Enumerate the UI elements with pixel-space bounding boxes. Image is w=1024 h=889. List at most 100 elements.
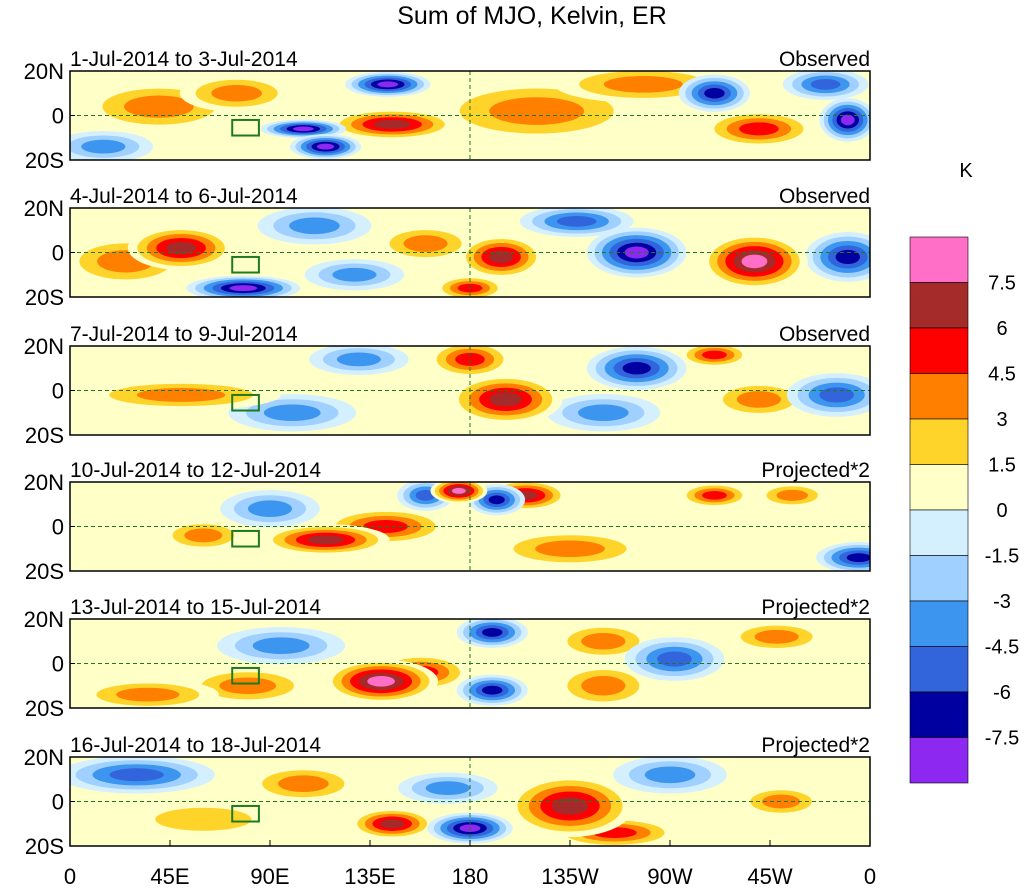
anomaly-contour (603, 76, 683, 93)
y-tick-label: 20S (25, 285, 64, 310)
x-axis: 0 45E 90E 135E 180 135W 90W 45W 0 (64, 840, 876, 889)
anomaly-contour (488, 250, 514, 264)
x-tick-label: 45E (150, 864, 189, 889)
colorbar-swatch (909, 327, 969, 374)
anomaly-contour (380, 819, 405, 829)
y-tick-label: 20S (25, 148, 64, 173)
colorbar-swatch (909, 646, 969, 693)
panel-date-range: 16-Jul-2014 to 18-Jul-2014 (70, 734, 321, 757)
anomaly-contour (810, 78, 841, 90)
y-tick-label: 20S (25, 559, 64, 584)
panel-mode-label: Projected*2 (761, 459, 870, 482)
anomaly-contour (819, 387, 854, 403)
panel-date-range: 4-Jul-2014 to 6-Jul-2014 (70, 185, 298, 208)
anomaly-contour (581, 632, 626, 650)
anomaly-contour (403, 235, 448, 252)
anomaly-contour (425, 781, 470, 796)
panel-date-range: 13-Jul-2014 to 15-Jul-2014 (70, 596, 321, 619)
colorbar-label: 3 (996, 409, 1007, 431)
x-tick-label: 90E (250, 864, 289, 889)
y-tick-label: 0 (52, 104, 64, 129)
colorbar-label: 7.5 (988, 273, 1016, 295)
anomaly-contour (489, 392, 522, 407)
x-tick-label: 135E (344, 864, 395, 889)
colorbar-label: 1.5 (988, 455, 1016, 477)
colorbar-label: 4.5 (988, 364, 1016, 386)
colorbar-label: -7.5 (985, 728, 1019, 750)
map-panel: 20N 0 20S 4-Jul-2014 to 6-Jul-2014 Observed (24, 185, 871, 310)
y-tick-label: 20N (24, 59, 64, 84)
anomaly-contour (835, 249, 860, 265)
panel-mode-label: Observed (779, 48, 870, 71)
anomaly-field (70, 757, 824, 846)
anomaly-contour (762, 794, 801, 809)
anomaly-contour (754, 629, 799, 644)
anomaly-contour (116, 687, 180, 702)
anomaly-contour (702, 491, 727, 500)
anomaly-contour (535, 540, 605, 558)
anomaly-contour (336, 352, 381, 367)
anomaly-contour (556, 215, 597, 227)
region-box (231, 529, 260, 548)
colorbar-swatch (909, 691, 969, 738)
anomaly-contour (489, 97, 585, 125)
colorbar-swatch (909, 464, 969, 511)
y-tick-label: 20N (24, 334, 64, 359)
map-panel: 20N 0 20S 16-Jul-2014 to 18-Jul-2014 Project… (24, 734, 871, 859)
anomaly-contour (482, 685, 503, 695)
map-panel: 20N 0 20S 1-Jul-2014 to 3-Jul-2014 Observed (24, 48, 871, 173)
panel-mode-label: Observed (779, 323, 870, 346)
colorbar-swatch (909, 282, 969, 329)
anomaly-contour (739, 122, 779, 136)
anomaly-contour (124, 95, 194, 118)
anomaly-contour (455, 352, 485, 366)
anomaly-contour (622, 362, 651, 375)
anomaly-contour (840, 114, 855, 126)
y-tick-label: 20N (24, 607, 64, 632)
anomaly-contour (316, 143, 335, 150)
panel-date-range: 7-Jul-2014 to 9-Jul-2014 (70, 323, 298, 346)
anomaly-contour (624, 246, 649, 259)
anomaly-contour (109, 768, 164, 782)
y-tick-label: 20S (25, 696, 64, 721)
colorbar-label: 0 (996, 500, 1007, 522)
x-tick-label: 0 (64, 864, 76, 889)
anomaly-contour (776, 489, 809, 501)
map-panel: 20N 0 20S 10-Jul-2014 to 12-Jul-2014 Project… (24, 459, 871, 584)
x-tick-label: 180 (452, 864, 489, 889)
region-box (231, 804, 260, 823)
x-tick-label: 0 (864, 864, 876, 889)
anomaly-contour (247, 500, 293, 517)
anomaly-contour (373, 120, 411, 129)
map-panel: 20N 0 20S 7-Jul-2014 to 9-Jul-2014 Observed (24, 323, 871, 448)
anomaly-contour (155, 807, 252, 831)
colorbar-label: -4.5 (985, 637, 1019, 659)
anomaly-contour (184, 528, 223, 543)
region-box (231, 666, 260, 685)
colorbar-label: -3 (993, 591, 1011, 613)
colorbar-swatch (909, 373, 969, 420)
chart-title: Sum of MJO, Kelvin, ER (397, 2, 667, 30)
anomaly-contour (846, 553, 870, 563)
y-tick-label: 0 (52, 515, 64, 540)
panel-mode-label: Observed (779, 185, 870, 208)
anomaly-contour (644, 766, 696, 784)
anomaly-contour (211, 84, 262, 102)
y-tick-label: 0 (52, 790, 64, 815)
colorbar-swatch (909, 236, 969, 283)
y-tick-label: 0 (52, 379, 64, 404)
anomaly-contour (578, 404, 629, 422)
anomaly-contour (367, 676, 395, 687)
anomaly-field (81, 346, 870, 432)
map-panel: 20N 0 20S 13-Jul-2014 to 15-Jul-2014 Project… (24, 596, 871, 721)
colorbar-swatch (909, 600, 969, 647)
anomaly-contour (165, 241, 197, 255)
anomaly-contour (704, 87, 725, 99)
colorbar-swatch (909, 509, 969, 556)
anomaly-contour (736, 391, 781, 408)
anomaly-contour (136, 388, 226, 402)
anomaly-contour (293, 126, 314, 132)
region-box (231, 255, 260, 274)
